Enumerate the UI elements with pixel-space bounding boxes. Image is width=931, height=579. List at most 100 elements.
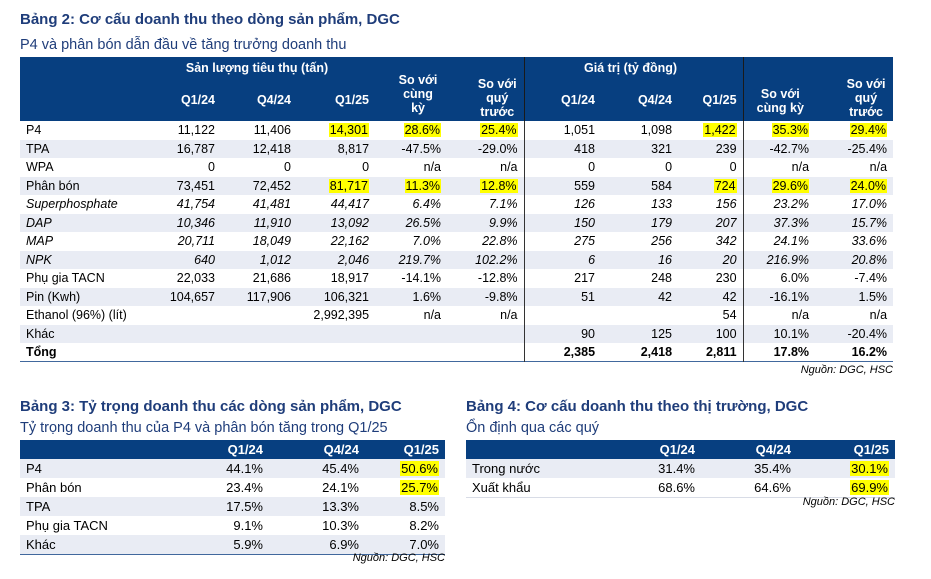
cell-value: 724	[713, 178, 737, 193]
cell-value: 230	[715, 271, 737, 286]
cell-value: 24.1%	[322, 480, 359, 495]
cell-value: 418	[574, 141, 596, 156]
cell: 8.2%	[365, 516, 445, 535]
cell-value: 33.6%	[851, 234, 888, 249]
table4-subtitle: Ổn định qua các quý	[466, 420, 600, 436]
col-header-volume-q4-24: Q4/24	[221, 79, 297, 121]
cell-value: 1.5%	[858, 289, 888, 304]
cell-value: 6.0%	[780, 271, 810, 286]
cell: -12.8%	[447, 269, 525, 288]
cell-value: n/a	[791, 160, 810, 175]
cell: 9.1%	[175, 516, 269, 535]
table-row: Phụ gia TACN 22,033 21,686 18,917 -14.1% -12.…	[20, 269, 893, 288]
cell-value: 1,051	[563, 123, 596, 138]
cell: 23.2%	[743, 195, 815, 214]
cell	[447, 343, 525, 362]
cell: 230	[678, 269, 744, 288]
cell-value: 44.1%	[226, 461, 263, 476]
cell-value: 10.3%	[322, 518, 359, 533]
cell: 0	[678, 158, 744, 177]
cell: 11,406	[221, 121, 297, 140]
cell: 11,122	[145, 121, 221, 140]
cell: 90	[524, 324, 602, 343]
revenue-by-market-table: Q1/24 Q4/24 Q1/25 Trong nước 31.4% 35.4% 30…	[466, 440, 895, 498]
revenue-by-product-table: Sản lượng tiêu thụ (tấn) So với cùng kỳ …	[20, 57, 894, 362]
cell: -29.0%	[447, 139, 525, 158]
cell-value: 6.9%	[329, 536, 359, 552]
cell: 33.6%	[815, 232, 893, 251]
cell: 321	[601, 139, 679, 158]
cell: 42	[678, 287, 744, 306]
col-header-value-yoy: So với cùng kỳ	[743, 57, 816, 121]
cell: 35.3%	[743, 121, 815, 140]
cell-value: 8.2%	[409, 518, 439, 533]
cell-value: 342	[715, 234, 737, 249]
cell-value: 106,321	[323, 289, 370, 304]
cell-value: 216.9%	[766, 252, 810, 267]
cell: 239	[678, 139, 744, 158]
cell: 20.8%	[815, 250, 894, 269]
cell: 1,012	[221, 250, 297, 269]
table3-subtitle: Tỷ trọng doanh thu của P4 và phân bón tă…	[20, 420, 388, 436]
cell-value: 207	[715, 215, 737, 230]
cell-value: 22.8%	[482, 234, 518, 249]
cell: 14,301	[297, 121, 375, 140]
cell-value: 72,452	[252, 178, 291, 193]
cell: 23.4%	[175, 478, 269, 497]
row-label: Phân bón	[20, 176, 145, 195]
cell-value: 20.8%	[851, 252, 888, 267]
cell: 81,717	[297, 176, 376, 195]
cell: 219.7%	[375, 250, 448, 269]
col-header-value-q1-25: Q1/25	[678, 79, 744, 121]
cell-value: 2,811	[705, 345, 737, 359]
cell-value: n/a	[423, 160, 442, 175]
cell-value: 179	[651, 215, 673, 230]
cell: 22,162	[297, 232, 375, 251]
cell-value: n/a	[869, 160, 888, 175]
col-header-q1-25: Q1/25	[797, 440, 895, 459]
cell: 30.1%	[797, 459, 895, 478]
cell-value: n/a	[500, 160, 518, 175]
table3-title: Bảng 3: Tỷ trọng doanh thu các dòng sản …	[20, 398, 402, 415]
cell: 73,451	[145, 176, 221, 195]
cell: 0	[221, 158, 297, 177]
cell-value: -42.7%	[769, 141, 810, 156]
cell: 248	[601, 269, 678, 288]
cell-value: 5.9%	[233, 536, 263, 552]
cell-value: 73,451	[176, 178, 215, 193]
cell: 51	[524, 287, 602, 306]
cell	[375, 343, 447, 362]
cell: 102.2%	[447, 250, 525, 269]
cell: 68.6%	[601, 478, 701, 497]
table-row: Pin (Kwh) 104,657 117,906 106,321 1.6% -9.8% 5…	[20, 287, 894, 306]
row-label: Pin (Kwh)	[20, 287, 145, 306]
cell-value: 256	[651, 234, 673, 249]
cell: 16.2%	[815, 343, 893, 362]
cell-value: 16,787	[176, 141, 215, 156]
cell-value: 69.9%	[850, 479, 889, 495]
header-blank	[20, 440, 175, 459]
cell-value: 2,046	[337, 252, 370, 267]
cell-value: 0	[362, 160, 370, 175]
col-header-q4-24: Q4/24	[701, 440, 797, 459]
table-row: TPA 17.5% 13.3% 8.5%	[20, 497, 445, 516]
table-row: NPK 640 1,012 2,046 219.7% 102.2% 6 16 20 216.9% 2…	[20, 250, 894, 269]
cell-value: 90	[581, 326, 596, 341]
cell-value: 29.6%	[771, 178, 810, 193]
cell-value: 117,906	[246, 289, 291, 304]
cell-value: 29.4%	[849, 123, 888, 138]
cell-value: 559	[574, 178, 596, 193]
cell: 1,051	[524, 121, 601, 140]
cell: 6.4%	[375, 195, 447, 214]
cell: 35.4%	[701, 459, 797, 478]
col-header-volume-yoy: So với cùng kỳ	[375, 57, 448, 121]
row-label: TPA	[20, 139, 145, 158]
cell-value: 23.2%	[773, 197, 810, 212]
col-header-value-q1-24: Q1/24	[524, 79, 602, 121]
cell: -25.4%	[815, 139, 894, 158]
table-row: TPA 16,787 12,418 8,817 -47.5% -29.0% 418 321 23…	[20, 139, 894, 158]
cell-value: 12.8%	[480, 178, 518, 193]
cell: 41,481	[221, 195, 297, 214]
cell-value: 126	[574, 197, 596, 212]
group-header-volume: Sản lượng tiêu thụ (tấn)	[145, 57, 376, 79]
